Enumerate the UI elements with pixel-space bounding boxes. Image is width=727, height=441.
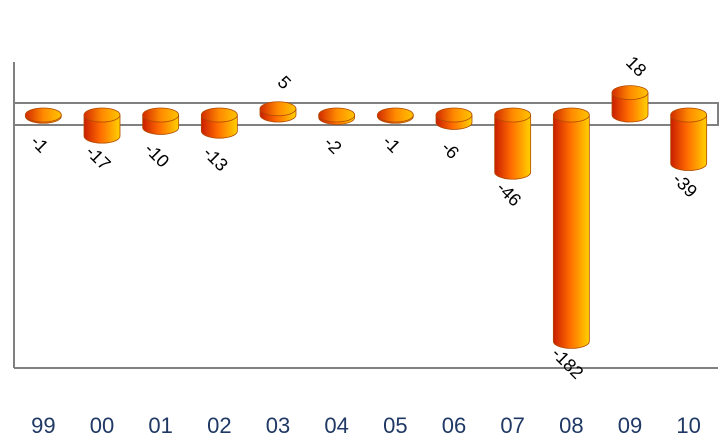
data-label-06: -6 <box>438 137 463 162</box>
bar-cap <box>435 107 473 123</box>
data-label-03: 5 <box>274 72 295 93</box>
category-labels: 99 00 01 02 03 04 05 06 07 08 09 10 <box>31 413 701 438</box>
bar-cap <box>24 107 62 123</box>
bar-cap <box>83 107 121 123</box>
bar-cap <box>552 107 590 123</box>
bar-04 <box>318 107 356 125</box>
data-label-05: -1 <box>379 131 404 156</box>
data-label-10: -39 <box>669 169 702 202</box>
bar-08 <box>552 107 590 349</box>
bar-03 <box>259 101 297 123</box>
zero-plane <box>13 102 719 126</box>
bar-cap <box>142 107 180 123</box>
data-label-00: -17 <box>82 142 115 175</box>
category-label-08: 08 <box>559 413 583 438</box>
data-label-07: -46 <box>493 178 526 211</box>
category-label-03: 03 <box>266 413 290 438</box>
category-label-09: 09 <box>618 413 642 438</box>
bar-body <box>494 114 532 180</box>
bar-02 <box>200 107 238 139</box>
data-labels: -1 -17 -10 -13 5 -2 -1 -6 -46 -182 18 -39 <box>27 52 701 383</box>
category-label-00: 00 <box>90 413 114 438</box>
data-label-09: 18 <box>622 52 650 80</box>
category-label-01: 01 <box>148 413 172 438</box>
bars <box>24 85 708 349</box>
data-label-08: -182 <box>548 343 588 383</box>
category-label-02: 02 <box>207 413 231 438</box>
bar-06 <box>435 107 473 130</box>
bar-cap <box>318 107 356 123</box>
bar-cap <box>376 107 414 123</box>
axes <box>13 62 719 369</box>
bar-00 <box>83 107 121 144</box>
bar-body <box>552 114 590 349</box>
bar-99 <box>24 107 62 124</box>
bar-cap <box>200 107 238 123</box>
bar-body <box>670 114 708 171</box>
bar-cap <box>259 101 297 117</box>
category-label-04: 04 <box>324 413 348 438</box>
bar-01 <box>142 107 180 135</box>
bar-10 <box>670 107 708 171</box>
bar-09 <box>611 85 649 123</box>
bar-05 <box>376 107 414 124</box>
data-label-01: -10 <box>141 139 174 172</box>
category-label-07: 07 <box>500 413 524 438</box>
bar-body <box>83 114 121 144</box>
bar-body <box>611 92 649 123</box>
bar-cap <box>670 107 708 123</box>
category-label-05: 05 <box>383 413 407 438</box>
bar-cap <box>494 107 532 123</box>
bar-cap <box>611 85 649 101</box>
data-label-99: -1 <box>27 131 52 156</box>
data-label-04: -2 <box>320 133 345 158</box>
category-label-06: 06 <box>442 413 466 438</box>
data-label-02: -13 <box>199 143 232 176</box>
category-label-99: 99 <box>31 413 55 438</box>
category-label-10: 10 <box>676 413 700 438</box>
bar-07 <box>494 107 532 180</box>
